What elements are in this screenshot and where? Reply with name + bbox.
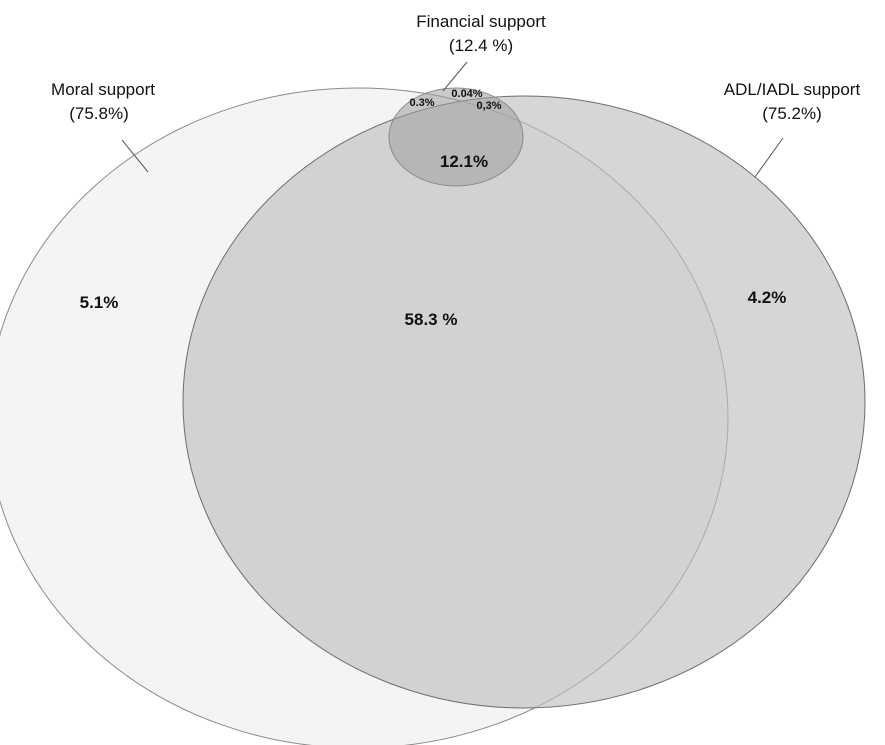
all-three-overlap-value: 12.1% [440,152,488,171]
moral-leader-line [121,139,149,173]
adl-only-value: 4.2% [748,288,787,307]
financial-only-value: 0.04% [451,88,482,100]
moral-financial-overlap-value: 0.3% [409,97,434,109]
moral-only-value: 5.1% [80,293,119,312]
moral-adl-overlap-value: 58.3 % [405,310,458,329]
financial-support-share: (12.4 %) [449,36,513,55]
adl-iadl-support-label: ADL/IADL support [724,80,861,99]
adl-iadl-support-circle [182,95,866,709]
moral-support-label: Moral support [51,80,155,99]
adl-financial-overlap-value: 0,3% [476,100,501,112]
financial-support-label: Financial support [416,12,546,31]
adl-iadl-support-share: (75.2%) [762,104,822,123]
financial-support-circle [388,87,524,187]
adl-leader-line [754,137,784,178]
moral-support-share: (75.8%) [69,104,129,123]
financial-leader-line [442,61,468,92]
